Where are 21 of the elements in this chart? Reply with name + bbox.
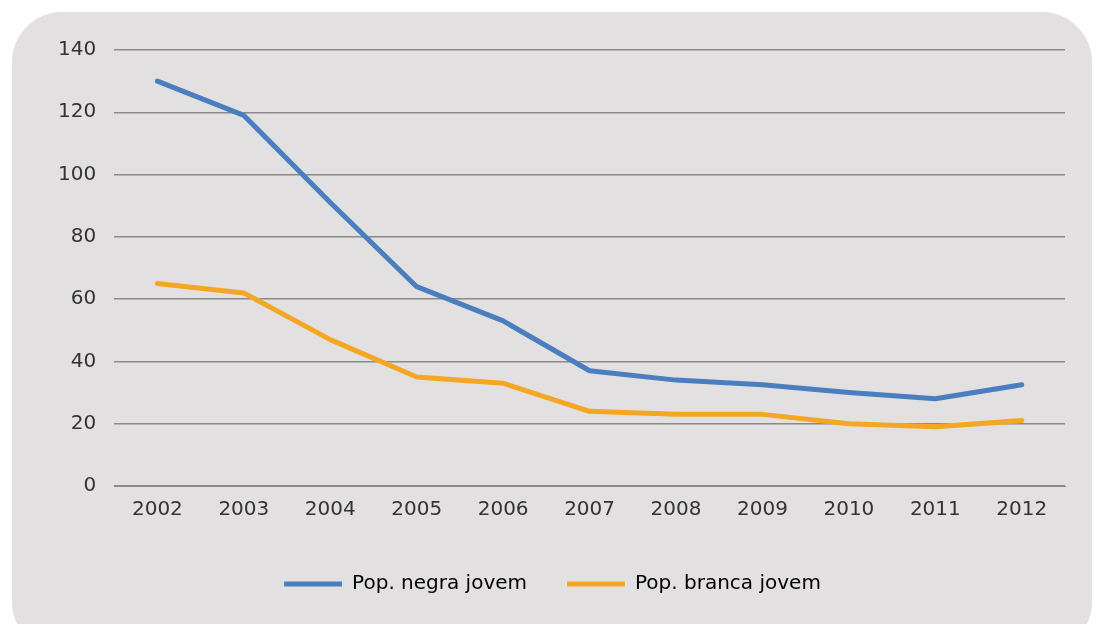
y-tick-label: 60	[70, 285, 97, 310]
y-tick-label: 100	[57, 160, 97, 185]
x-tick-label: 2009	[737, 496, 788, 521]
x-tick-label: 2011	[909, 496, 961, 521]
x-tick-label: 2002	[131, 496, 183, 521]
x-tick-label: 2003	[218, 496, 270, 521]
legend-label: Pop. branca jovem	[635, 570, 821, 595]
y-tick-label: 80	[70, 223, 97, 248]
x-tick-label: 2007	[564, 496, 616, 521]
y-tick-label: 140	[57, 36, 97, 61]
x-tick-label: 2010	[823, 496, 875, 521]
legend-label: Pop. negra jovem	[352, 570, 528, 595]
y-tick-label: 120	[57, 98, 97, 123]
x-tick-label: 2005	[391, 496, 443, 521]
x-tick-label: 2004	[304, 496, 356, 521]
y-tick-label: 0	[83, 472, 97, 497]
x-tick-label: 2012	[996, 496, 1048, 521]
y-tick-label: 40	[70, 347, 97, 372]
y-tick-label: 20	[70, 409, 97, 434]
x-tick-label: 2008	[650, 496, 702, 521]
x-tick-label: 2006	[477, 496, 529, 521]
